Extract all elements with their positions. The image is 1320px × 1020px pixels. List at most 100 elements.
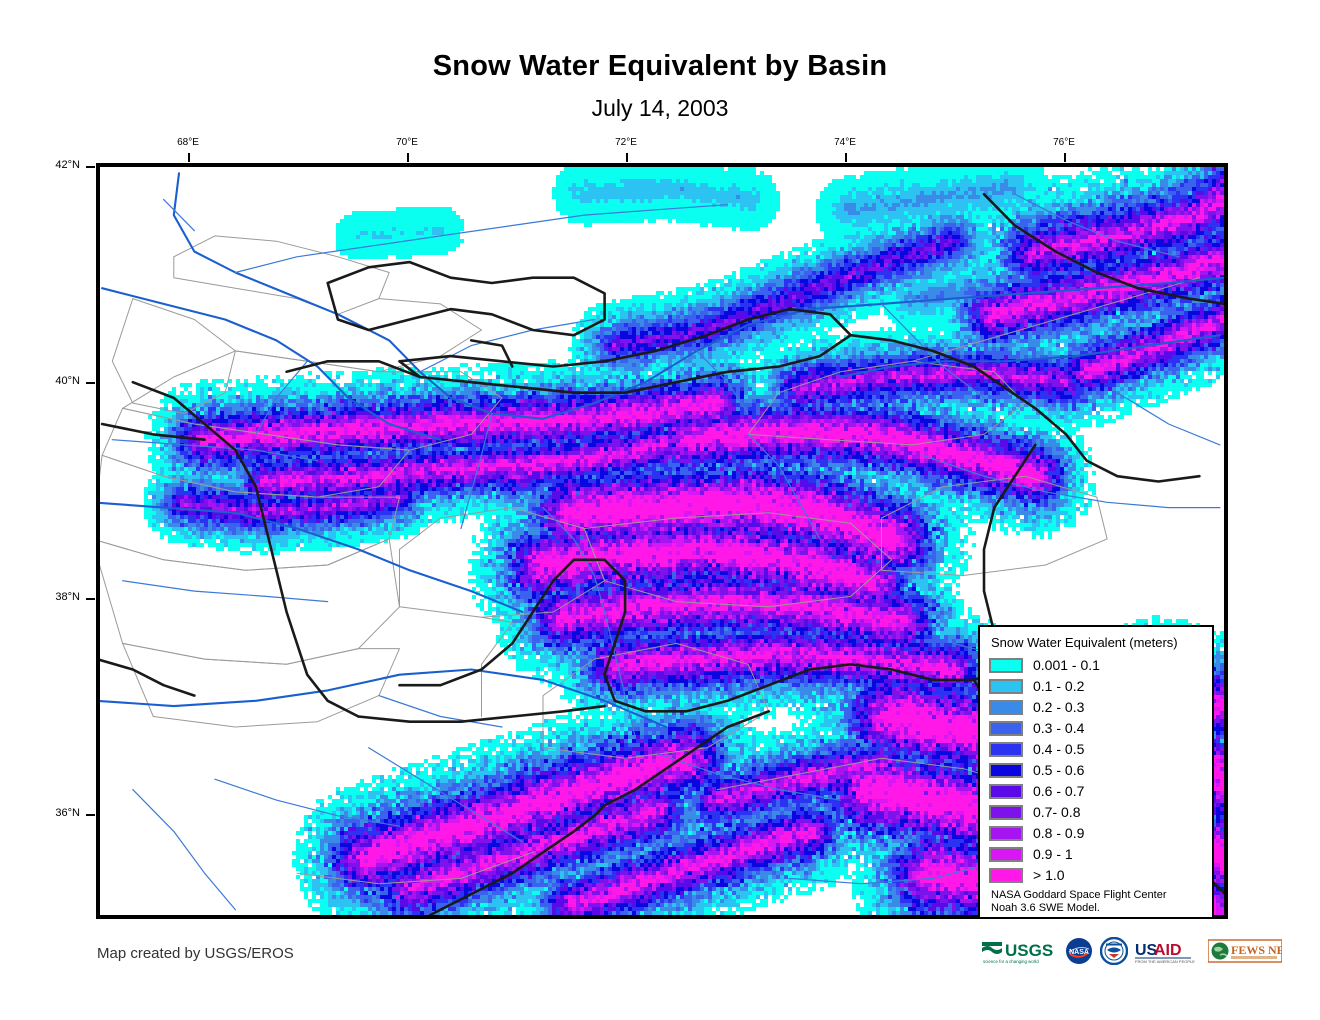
legend-swatch [989,783,1023,799]
agency-logo-strip: USGS science for a changing world NASA U… [980,934,1282,968]
basin-boundary [111,298,236,414]
river-minor [460,412,493,530]
latitude-tick [86,814,95,816]
basin-boundary [583,512,893,608]
map-credit: Map created by USGS/EROS [97,945,294,962]
legend-class-row: > 1.0 [989,865,1204,885]
legend-class-row: 0.8 - 0.9 [989,823,1204,843]
legend-swatch [989,825,1023,841]
river-minor [255,360,308,435]
river-minor [655,752,841,801]
legend-credit: NASA Goddard Space Flight Center Noah 3.… [991,889,1204,915]
latitude-label: 38°N [34,591,80,603]
legend-class-label: 0.4 - 0.5 [1033,742,1084,756]
country-border [469,339,514,368]
legend-class-row: 0.9 - 1 [989,844,1204,864]
country-border [603,710,770,807]
river-major [172,172,1224,420]
river-major [100,501,524,614]
legend-class-row: 0.6 - 0.7 [989,781,1204,801]
nasa-logo: NASA [1065,936,1093,966]
page-title: Snow Water Equivalent by Basin [0,50,1320,83]
noaa-seal-logo [1100,936,1128,966]
legend-credit-line-1: NASA Goddard Space Flight Center [991,889,1204,902]
river-layer [100,172,1224,911]
usgs-logo: USGS science for a changing world [980,936,1058,966]
country-border [398,558,1006,713]
basin-boundary [122,642,400,728]
river-minor [132,789,236,911]
legend-swatch [989,741,1023,757]
latitude-label: 42°N [34,159,80,171]
map-layers [100,167,1224,915]
basin-boundary [881,475,1108,576]
basin-boundary [481,616,513,717]
legend-swatch [989,699,1023,715]
river-minor [163,198,195,232]
river-minor [1014,193,1180,258]
legend-class-row: 0.2 - 0.3 [989,697,1204,717]
legend-swatch [989,720,1023,736]
legend-class-list: 0.001 - 0.1 0.1 - 0.2 0.2 - 0.3 0.3 - 0.4 0.… [989,655,1204,885]
river-minor [788,862,995,885]
basin-boundary [296,851,534,885]
basin-boundary [100,538,400,665]
legend-class-label: 0.7- 0.8 [1033,805,1080,819]
country-border [357,704,606,723]
river-minor [747,433,821,540]
legend-title: Snow Water Equivalent (meters) [991,635,1204,650]
legend-swatch [989,867,1023,883]
legend-class-label: 0.8 - 0.9 [1033,826,1084,840]
legend-class-row: 0.5 - 0.6 [989,760,1204,780]
legend-class-label: > 1.0 [1033,868,1065,882]
legend-class-label: 0.3 - 0.4 [1033,721,1084,735]
longitude-label: 76°E [1042,137,1086,148]
longitude-label: 68°E [166,137,210,148]
legend-swatch [989,762,1023,778]
country-border [131,380,360,718]
longitude-tick [1064,153,1066,162]
country-border [849,333,1201,483]
latitude-label: 40°N [34,375,80,387]
map-canvas[interactable] [96,163,1228,919]
longitude-tick [845,153,847,162]
river-minor [378,695,503,728]
longitude-label: 74°E [823,137,867,148]
legend-class-row: 0.3 - 0.4 [989,718,1204,738]
river-major [101,287,442,441]
river-minor [111,439,318,462]
legend-class-row: 0.1 - 0.2 [989,676,1204,696]
longitude-label: 72°E [604,137,648,148]
longitude-tick [188,153,190,162]
map-clip [100,167,1224,915]
river-minor [214,778,401,827]
latitude-label: 36°N [34,807,80,819]
basin-boundary [747,360,1026,446]
longitude-tick [626,153,628,162]
country-border [326,260,606,337]
country-border [285,360,422,379]
country-border [100,658,196,697]
map-legend: Snow Water Equivalent (meters) 0.001 - 0… [978,625,1214,919]
legend-class-label: 0.9 - 1 [1033,847,1073,861]
river-minor [1116,392,1221,446]
river-minor [419,318,595,373]
legend-swatch [989,657,1023,673]
basin-boundary [542,642,770,759]
latitude-tick [86,598,95,600]
legend-swatch [989,678,1023,694]
river-minor [234,204,729,274]
legend-class-label: 0.1 - 0.2 [1033,679,1084,693]
legend-class-label: 0.001 - 0.1 [1033,658,1100,672]
legend-swatch [989,846,1023,862]
river-minor [368,747,524,843]
river-minor [122,580,329,603]
legend-class-label: 0.2 - 0.3 [1033,700,1084,714]
latitude-tick [86,166,95,168]
country-border [428,804,606,915]
river-major [100,668,668,729]
river-minor [542,507,636,738]
river-minor [696,350,749,415]
latitude-tick [86,382,95,384]
usaid-logo: US AID FROM THE AMERICAN PEOPLE [1135,936,1201,966]
